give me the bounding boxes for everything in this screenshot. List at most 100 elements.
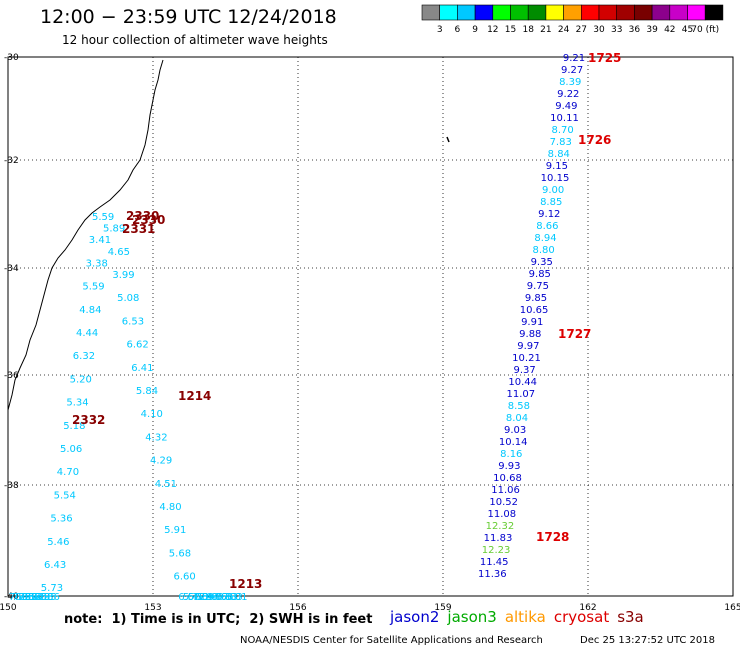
legend-tick-label: 3 [437, 25, 443, 35]
wave-height-label: 5.59 [82, 282, 104, 293]
wave-height-label: 5.18 [63, 421, 85, 432]
time-label: 1726 [578, 133, 611, 147]
time-label: 1213 [229, 577, 262, 591]
wave-height-label: 4.51 [155, 479, 177, 490]
legend-tick-label: 30 [593, 25, 605, 35]
legend-swatch [651, 4, 671, 21]
wave-height-label: 3.99 [112, 270, 134, 281]
island-mark [446, 136, 450, 143]
wave-height-label: 8.39 [559, 77, 581, 88]
wave-height-label: 5.59 [92, 212, 114, 223]
wave-height-label: 7.53 [216, 592, 238, 603]
wave-height-label: 10.65 [520, 305, 549, 316]
time-label: 1728 [536, 530, 569, 544]
wave-height-label: 5.48 [28, 592, 50, 603]
wave-height-label: 6.95 [34, 592, 56, 603]
legend-swatch [669, 4, 688, 21]
wave-height-label: 10.68 [493, 473, 522, 484]
wave-height-label: 6.53 [122, 316, 144, 327]
time-label: 1727 [558, 327, 591, 341]
legend-tick-label: 21 [540, 25, 551, 35]
wave-height-label: 9.91 [521, 317, 543, 328]
legend-tick-label: 15 [505, 25, 516, 35]
footer-note: note: 1) Time is in UTC; 2) SWH is in fe… [64, 612, 373, 627]
wave-height-label: 9.75 [527, 281, 549, 292]
wave-height-label: 9.88 [519, 329, 541, 340]
axis-tick-labels: 150 153 156 159 162 165 -30 -32 -34 -36 -38 -40 [0, 53, 740, 613]
wave-height-label: 8.70 [551, 125, 573, 136]
wave-height-label: 6.58 [31, 592, 53, 603]
wave-height-label: 6.66 [211, 592, 233, 603]
wave-height-label: 6.11 [188, 592, 210, 603]
wave-height-label: 8.16 [500, 449, 522, 460]
wave-height-label: 10.14 [499, 437, 528, 448]
legend-swatch [492, 4, 511, 21]
wave-height-label: 4.80 [159, 502, 181, 513]
wave-height-label: 4.57 [206, 592, 228, 603]
legend-swatch [421, 4, 441, 21]
legend-swatch [580, 4, 600, 21]
wave-height-label: 4.32 [145, 432, 167, 443]
wave-height-label: 4.65 [108, 247, 130, 258]
wave-height-label: 5.91 [164, 525, 186, 536]
wave-height-label: 8.58 [508, 401, 530, 412]
wave-height-label: 9.93 [498, 461, 520, 472]
wave-height-label: 10.52 [489, 497, 518, 508]
wave-height-label: 3.38 [86, 258, 108, 269]
wave-height-label: 5.72 [183, 592, 205, 603]
wave-height-label: 9.97 [517, 341, 539, 352]
wave-height-label: 10.21 [512, 353, 541, 364]
lat-tick-label: -34 [4, 264, 19, 274]
wave-height-label: 4.89 [192, 592, 214, 603]
wave-height-label: 11.36 [478, 569, 507, 580]
satellite-legend-jason2: jason2 [390, 608, 440, 626]
wave-height-label: 7.36 [18, 592, 40, 603]
wave-height-label: 6.83 [221, 592, 243, 603]
wave-height-label: 5.34 [66, 398, 88, 409]
australia-coastline [7, 59, 164, 411]
map-subtitle: 12 hour collection of altimeter wave hei… [62, 33, 328, 47]
lon-tick-label: 153 [144, 603, 161, 613]
satellite-legend-altika: altika [504, 608, 546, 626]
wave-height-label: 8.04 [506, 413, 528, 424]
wave-height-label: 6.97 [15, 592, 37, 603]
legend-swatch [563, 4, 582, 21]
legend-swatch [474, 4, 494, 21]
time-label: 1725 [588, 51, 621, 65]
legend-tick-label: 9 [472, 25, 478, 35]
wave-height-label: 12.23 [482, 545, 511, 556]
legend-swatch [616, 4, 635, 21]
wave-height-label: 4.29 [150, 456, 172, 467]
legend-swatch [598, 4, 618, 21]
legend-tick-label: 33 [611, 25, 622, 35]
wave-height-label: 9.27 [561, 65, 583, 76]
legend-swatch [545, 4, 564, 21]
wave-height-label: 8.66 [536, 221, 558, 232]
wave-height-label: 11.45 [480, 557, 509, 568]
wave-height-label: 10.44 [508, 377, 537, 388]
legend-swatch [634, 4, 653, 21]
time-label: 2332 [72, 413, 105, 427]
legend-tick-label: 39 [646, 25, 658, 35]
legend-tick-label: 36 [629, 25, 641, 35]
wave-height-label: 7.83 [550, 137, 572, 148]
wave-height-label: 9.37 [513, 365, 535, 376]
time-label: 1214 [178, 389, 211, 403]
lat-tick-label: -36 [4, 371, 19, 381]
satellite-legend-s3a: s3a [617, 608, 644, 626]
legend-swatch [527, 4, 547, 21]
wave-height-label: 3.41 [89, 235, 111, 246]
lat-tick-label: -38 [4, 481, 19, 491]
wave-height-label: 5.89 [103, 224, 125, 235]
wave-height-label: 5.94 [197, 592, 219, 603]
legend-tick-label: 45 [682, 25, 693, 35]
credit-line: NOAA/NESDIS Center for Satellite Applica… [240, 635, 543, 646]
wave-height-label: 6.41 [131, 363, 153, 374]
wave-height-label: 4.44 [76, 328, 98, 339]
wave-height-label: 5.75 [25, 592, 47, 603]
wave-height-label: 9.15 [546, 161, 568, 172]
west-altimeter-track: 5.595.893.414.653.383.995.595.084.846.53… [9, 209, 263, 603]
legend-swatch [704, 4, 724, 21]
wave-height-label: 11.07 [506, 389, 535, 400]
